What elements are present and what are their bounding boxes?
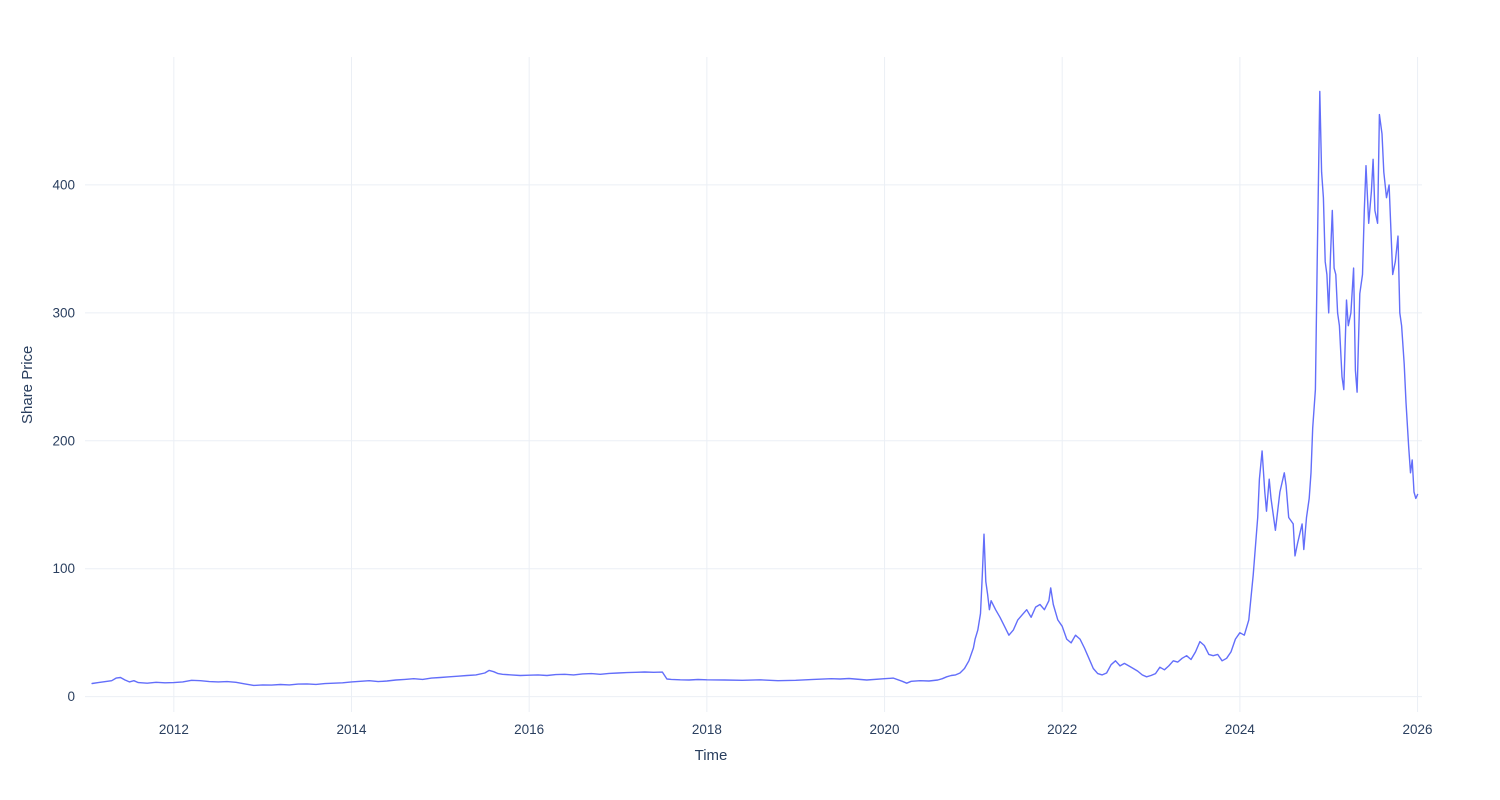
y-tick-label: 300 xyxy=(52,305,75,320)
y-tick-label: 100 xyxy=(52,561,75,576)
y-tick-label: 400 xyxy=(52,177,75,192)
x-tick-label: 2024 xyxy=(1225,722,1256,737)
gridlines xyxy=(85,57,1422,712)
x-tick-label: 2018 xyxy=(692,722,722,737)
x-tick-label: 2012 xyxy=(159,722,189,737)
x-tick-label: 2014 xyxy=(336,722,367,737)
x-tick-label: 2026 xyxy=(1403,722,1433,737)
y-axis-title: Share Price xyxy=(19,345,36,424)
tick-labels: 0 100 200 300 400 2012 2014 2016 2018 2020 2022 202… xyxy=(52,177,1432,737)
x-tick-label: 2016 xyxy=(514,722,544,737)
share-price-line xyxy=(91,90,1419,687)
y-tick-label: 0 xyxy=(67,689,75,704)
x-tick-label: 2020 xyxy=(870,722,900,737)
x-tick-label: 2022 xyxy=(1047,722,1077,737)
x-axis-title: Time xyxy=(694,747,728,764)
y-tick-label: 200 xyxy=(52,433,75,448)
price-line-series xyxy=(91,90,1419,687)
